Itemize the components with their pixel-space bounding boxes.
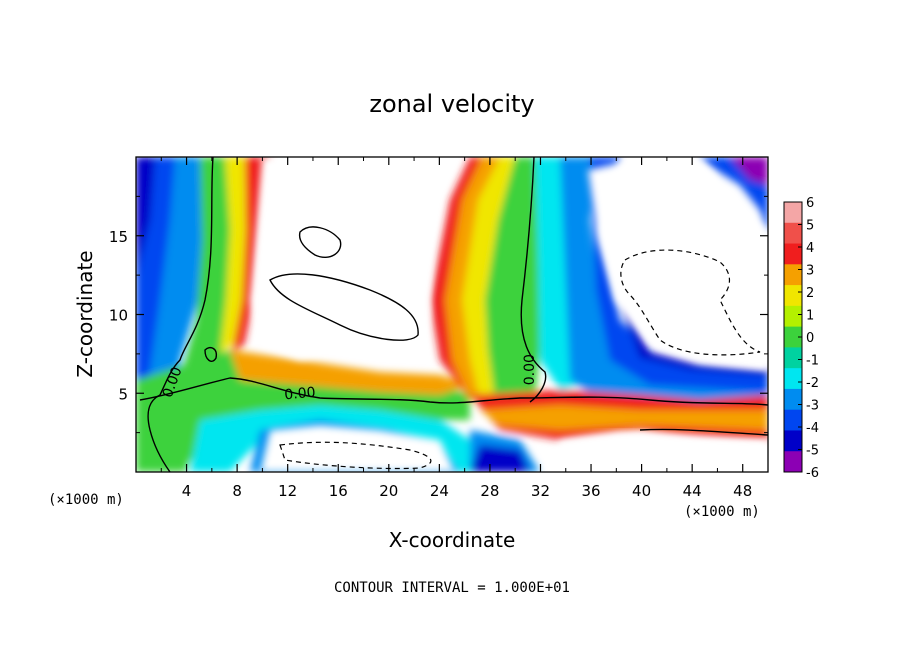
contour-interval-note: CONTOUR INTERVAL = 1.000E+01	[334, 580, 570, 596]
colorbar-swatch	[784, 305, 802, 328]
contour-label: 0.00	[522, 354, 538, 385]
colorbar-swatch	[784, 202, 802, 224]
x-tick-label: 16	[329, 482, 348, 500]
colorbar-label: 1	[806, 309, 814, 324]
colorbar-label: 6	[806, 196, 814, 211]
colorbar-label: 5	[806, 219, 814, 234]
x-tick-label: 8	[232, 482, 242, 500]
x-tick-label: 44	[683, 482, 702, 500]
colorbar: 6 5 4 3 2 1 0 -1 -2 -3 -4 -5 -6	[783, 196, 819, 481]
colorbar-swatch	[784, 388, 802, 411]
y-axis-title: Z-coordinate	[73, 250, 97, 377]
contour-label: 0.00	[284, 385, 316, 404]
x-tick-label: 4	[182, 482, 192, 500]
x-tick-label: 40	[632, 482, 651, 500]
x-unit-label-right: (×1000 m)	[684, 504, 760, 520]
x-tick-label: 24	[430, 482, 449, 500]
x-tick-label: 32	[531, 482, 550, 500]
colorbar-swatch	[784, 430, 802, 452]
colorbar-label: 4	[806, 241, 814, 256]
x-tick-label: 48	[733, 482, 752, 500]
y-tick-label: 5	[118, 385, 128, 403]
x-tick-label: 36	[581, 482, 600, 500]
colorbar-swatch	[784, 326, 802, 348]
x-unit-label-left: (×1000 m)	[48, 492, 124, 508]
x-tick-label: 28	[480, 482, 499, 500]
y-tick-label: 15	[109, 228, 128, 246]
x-axis: 4 8 12 16 20 24 28 32 36 40 44 48	[160, 157, 752, 500]
colorbar-swatch	[784, 285, 802, 307]
colorbar-label: 2	[806, 286, 814, 301]
colorbar-swatch	[784, 409, 802, 431]
velocity-field	[136, 157, 768, 472]
colorbar-swatch	[784, 264, 802, 286]
colorbar-label: -4	[806, 421, 819, 436]
y-tick-label: 10	[109, 307, 128, 325]
x-axis-title: X-coordinate	[389, 528, 516, 552]
colorbar-label: 3	[806, 264, 814, 279]
x-tick-label: 12	[278, 482, 297, 500]
colorbar-swatch	[784, 222, 802, 245]
chart-title: zonal velocity	[369, 90, 534, 118]
colorbar-swatch	[784, 451, 802, 473]
colorbar-label: -2	[806, 376, 819, 391]
negative-contours	[279, 249, 761, 470]
colorbar-label: -3	[806, 399, 819, 414]
colorbar-label: -1	[806, 354, 819, 369]
colorbar-label: -6	[806, 466, 819, 481]
x-tick-label: 20	[379, 482, 398, 500]
colorbar-label: -5	[806, 444, 819, 459]
colorbar-swatch	[784, 368, 802, 390]
contour-lines	[139, 157, 768, 472]
colorbar-swatch	[784, 347, 802, 369]
colorbar-label: 0	[806, 331, 814, 346]
colorbar-swatch	[784, 243, 802, 265]
y-axis: 5 10 15	[109, 195, 768, 434]
